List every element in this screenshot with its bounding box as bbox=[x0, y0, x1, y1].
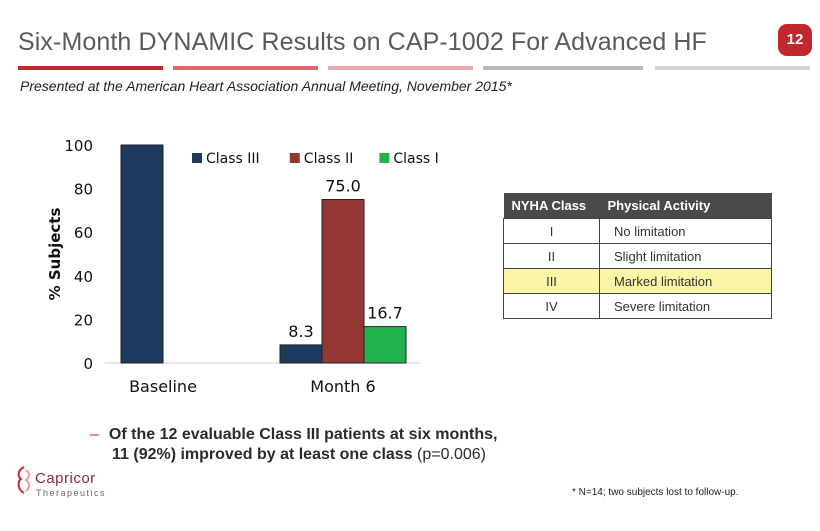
table-cell-activity: Marked limitation bbox=[599, 268, 772, 294]
data-label: 16.7 bbox=[367, 304, 403, 323]
table-row: II Slight limitation bbox=[503, 243, 772, 269]
table-cell-class: IV bbox=[503, 293, 600, 319]
table-cell-activity: No limitation bbox=[599, 218, 772, 244]
bar-class-ii bbox=[321, 199, 365, 364]
result-bullet: – Of the 12 evaluable Class III patients … bbox=[90, 425, 497, 465]
title-rule-2 bbox=[173, 66, 318, 70]
bullet-dash: – bbox=[90, 426, 99, 443]
table-row: I No limitation bbox=[503, 218, 772, 244]
data-label: 8.3 bbox=[288, 322, 313, 341]
legend-label: Class III bbox=[206, 151, 260, 167]
table-cell-activity: Severe limitation bbox=[599, 293, 772, 319]
legend-label: Class II bbox=[304, 151, 354, 167]
bullet-line-2: 11 (92%) improved by at least one class bbox=[112, 446, 413, 463]
x-tick-label: Month 6 bbox=[310, 377, 375, 396]
y-tick-label: 0 bbox=[83, 355, 93, 373]
table-header-activity: Physical Activity bbox=[599, 193, 772, 219]
bar-class-i bbox=[363, 326, 407, 364]
table-cell-class: I bbox=[503, 218, 600, 244]
legend-swatch bbox=[379, 153, 390, 163]
table-cell-class: III bbox=[503, 268, 600, 294]
legend-label: Class I bbox=[393, 151, 438, 167]
x-tick-label: Baseline bbox=[129, 377, 197, 396]
table-header-row: NYHA Class Physical Activity bbox=[503, 193, 772, 219]
y-tick-label: 20 bbox=[74, 311, 93, 329]
y-tick-label: 100 bbox=[64, 137, 93, 155]
y-tick-label: 40 bbox=[74, 268, 93, 286]
slide-subtitle: Presented at the American Heart Associat… bbox=[20, 78, 512, 94]
table-row: IV Severe limitation bbox=[503, 293, 772, 319]
capricor-logo-icon bbox=[17, 466, 30, 494]
bar-chart: 0 20 40 60 80 100 % Subjects Baseline Month 6 8.3… bbox=[46, 137, 439, 396]
slide-title: Six-Month DYNAMIC Results on CAP-1002 Fo… bbox=[18, 28, 707, 56]
data-label: 75.0 bbox=[325, 177, 361, 196]
title-rule-1 bbox=[18, 66, 163, 70]
bar-class-iii bbox=[120, 144, 164, 364]
bullet-pvalue: (p=0.006) bbox=[412, 446, 486, 463]
y-axis-label: % Subjects bbox=[46, 208, 64, 301]
table-header-class: NYHA Class bbox=[503, 193, 600, 219]
logo-subtitle: Therapeutics bbox=[36, 488, 107, 498]
title-rule-5 bbox=[655, 66, 810, 70]
title-rule-4 bbox=[483, 66, 643, 70]
legend-swatch bbox=[192, 153, 202, 163]
bar-class-iii bbox=[279, 344, 323, 364]
y-tick-label: 60 bbox=[74, 224, 93, 242]
title-rule-3 bbox=[328, 66, 473, 70]
page-number-badge: 12 bbox=[778, 24, 812, 56]
legend-swatch bbox=[289, 153, 300, 163]
y-tick-label: 80 bbox=[74, 181, 93, 199]
table-cell-class: II bbox=[503, 243, 600, 269]
table-row-highlighted: III Marked limitation bbox=[503, 268, 772, 294]
footnote: * N=14; two subjects lost to follow-up. bbox=[572, 487, 739, 498]
bullet-line-1: Of the 12 evaluable Class III patients a… bbox=[108, 426, 498, 443]
nyha-class-table: NYHA Class Physical Activity I No limita… bbox=[503, 193, 772, 319]
table-cell-activity: Slight limitation bbox=[599, 243, 772, 269]
logo-name: Capricor bbox=[35, 470, 96, 487]
